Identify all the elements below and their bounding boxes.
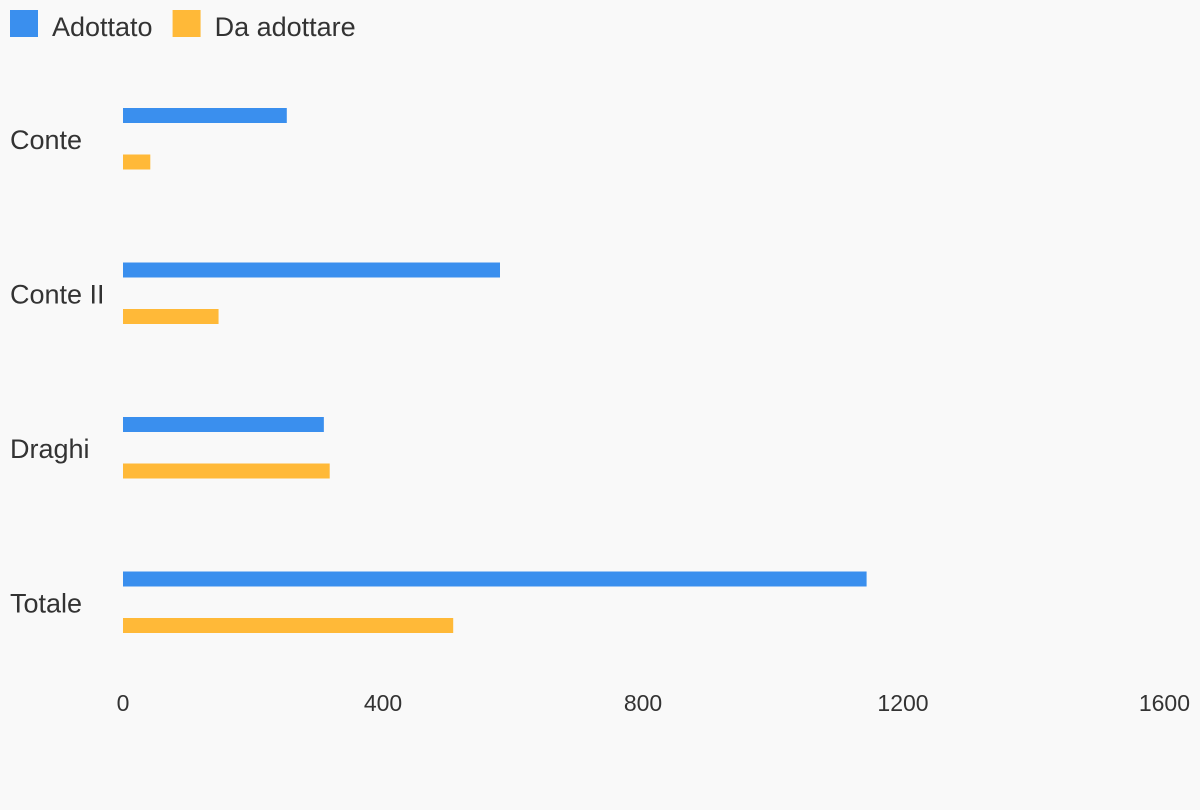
category-label: Totale <box>10 589 82 619</box>
legend-swatch-da-adottare[interactable] <box>172 10 201 37</box>
legend: Adottato Da adottare <box>10 10 356 42</box>
category-label: Conte <box>10 125 82 155</box>
x-tick-label: 800 <box>624 690 662 716</box>
bar-adottato-draghi[interactable] <box>123 417 324 432</box>
bar-da-adottare-conte[interactable] <box>123 154 151 170</box>
category-labels: Conte Conte II Draghi Totale <box>10 125 105 619</box>
x-tick-label: 0 <box>117 690 130 716</box>
bar-adottato-totale[interactable] <box>123 571 867 587</box>
legend-swatch-adottato[interactable] <box>10 10 38 37</box>
x-tick-label: 1600 <box>1139 690 1190 716</box>
bar-adottato-conte-ii[interactable] <box>123 262 500 278</box>
bars <box>123 108 867 633</box>
bar-da-adottare-draghi[interactable] <box>123 463 330 479</box>
x-tick-label: 1200 <box>877 690 928 716</box>
bar-da-adottare-conte-ii[interactable] <box>123 309 219 324</box>
x-tick-label: 400 <box>364 690 402 716</box>
bar-adottato-conte[interactable] <box>123 108 287 123</box>
category-label: Conte II <box>10 280 105 310</box>
bar-da-adottare-totale[interactable] <box>123 618 454 633</box>
category-label: Draghi <box>10 434 90 464</box>
legend-label-adottato[interactable]: Adottato <box>52 12 153 42</box>
legend-label-da-adottare[interactable]: Da adottare <box>215 12 356 42</box>
x-axis: 0 400 800 1200 1600 <box>117 690 1190 716</box>
